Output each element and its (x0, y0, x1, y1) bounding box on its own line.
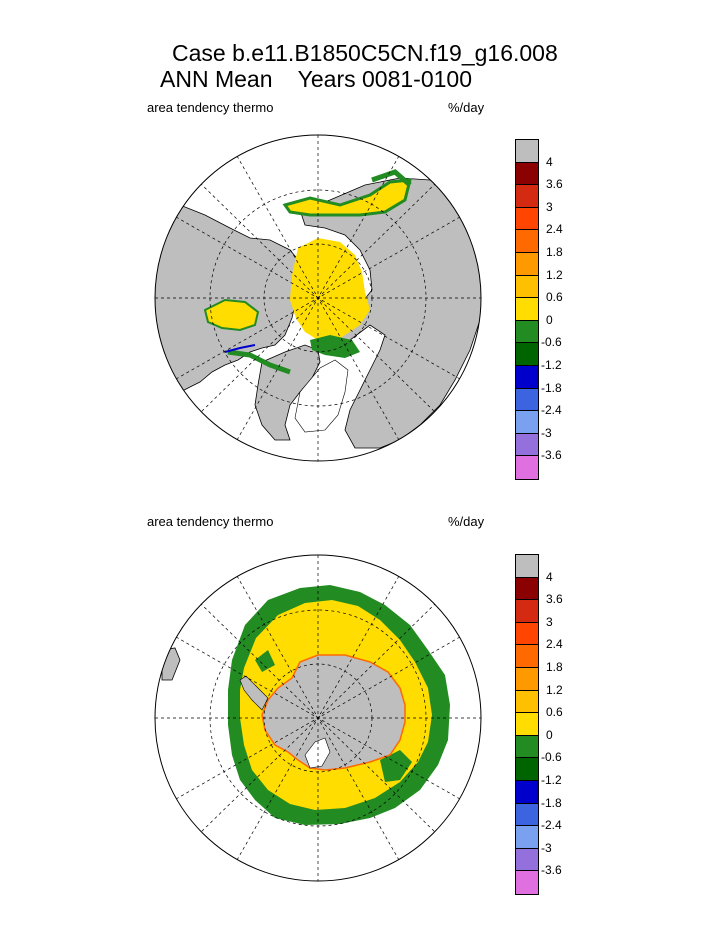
north-colorbar-tick-label: 3 (546, 199, 553, 214)
south-colorbar-tick-label: -1.8 (541, 795, 562, 810)
north-colorbar-cell (516, 275, 538, 299)
south-colorbar-cell (516, 848, 538, 872)
north-map-border (154, 134, 482, 462)
north-colorbar-cell (516, 298, 538, 321)
north-colorbar (515, 139, 539, 480)
north-colorbar-tick-label: 3.6 (546, 177, 563, 192)
siberian-shelf-growth (282, 178, 412, 217)
north-colorbar-tick-label: 1.2 (546, 267, 563, 282)
labrador-blue-edge (224, 344, 256, 353)
south-colorbar-tick-label: -0.6 (541, 750, 562, 765)
north-colorbar-tick-label: -1.2 (541, 358, 562, 372)
south-colorbar-tick-label: 3.6 (546, 592, 563, 607)
south-map-border (154, 554, 482, 882)
south-colorbar (515, 554, 539, 895)
north-colorbar-cell (516, 433, 538, 457)
south-colorbar-cell (516, 622, 538, 646)
south-colorbar-tick-label: 3 (546, 614, 553, 629)
south-colorbar-cell (516, 871, 538, 894)
south-polar-map (154, 554, 482, 882)
ross-ice-shelf (304, 737, 331, 769)
labrador-melt (227, 349, 291, 375)
norwegian-sea (294, 359, 349, 433)
north-colorbar-tick-label: -3.6 (541, 448, 562, 463)
north-colorbar-tick-label: -0.6 (541, 335, 562, 350)
south-colorbar-cell (516, 667, 538, 691)
south-colorbar-cell (516, 555, 538, 578)
antarctic-peninsula (239, 675, 269, 711)
south-graticule (155, 555, 481, 881)
north-colorbar-cell (516, 140, 538, 163)
north-colorbar-cell (516, 252, 538, 276)
ross-sea-melt-patch (380, 750, 412, 782)
bering-melt (371, 169, 412, 187)
north-colorbar-cell (516, 185, 538, 208)
north-colorbar-tick-label: -2.4 (541, 403, 562, 418)
south-colorbar-cell (516, 758, 538, 781)
north-panel-right-label: %/day (448, 100, 485, 115)
south-colorbar-cell (516, 690, 538, 714)
north-graticule (155, 135, 481, 461)
south-colorbar-tick-label: -3 (541, 840, 552, 855)
antarctica-landmass (261, 654, 406, 771)
south-colorbar-tick-label: -1.2 (541, 773, 562, 787)
south-colorbar-cell (516, 645, 538, 668)
north-colorbar-cell (516, 343, 538, 366)
south-colorbar-tick-label: 0.6 (546, 705, 563, 720)
north-colorbar-cell (516, 162, 538, 186)
north-colorbar-tick-label: -3 (541, 425, 552, 440)
north-colorbar-tick-label: 0 (546, 312, 553, 327)
south-colorbar-tick-label: -3.6 (541, 863, 562, 878)
north-colorbar-cell (516, 230, 538, 253)
north-colorbar-tick-label: 0.6 (546, 290, 563, 305)
south-colorbar-cell (516, 735, 538, 759)
hudson-bay-growth (203, 298, 260, 332)
north-colorbar-cell (516, 365, 538, 389)
south-colorbar-tick-label: 2.4 (546, 637, 563, 652)
south-colorbar-cell (516, 780, 538, 804)
north-colorbar-cell (516, 207, 538, 231)
south-colorbar-cell (516, 826, 538, 849)
south-colorbar-tick-label: 0 (546, 727, 553, 742)
south-colorbar-cell (516, 803, 538, 827)
south-colorbar-tick-label: 1.2 (546, 682, 563, 697)
north-colorbar-cell (516, 320, 538, 344)
arctic-ice-growth (290, 238, 370, 345)
south-colorbar-tick-label: -2.4 (541, 818, 562, 833)
figure-title-line1: Case b.e11.B1850C5CN.f19_g16.008 (172, 40, 558, 66)
north-polar-map (154, 134, 482, 462)
north-colorbar-cell (516, 388, 538, 412)
south-colorbar-tick-label: 1.8 (546, 660, 563, 674)
north-colorbar-tick-label: -1.8 (541, 380, 562, 395)
barents-sea-melt (310, 335, 360, 358)
weddell-melt-patch (255, 650, 275, 672)
north-colorbar-cell (516, 456, 538, 479)
north-colorbar-cell (516, 411, 538, 434)
south-colorbar-cell (516, 600, 538, 623)
south-panel-right-label: %/day (448, 514, 485, 529)
south-colorbar-cell (516, 713, 538, 736)
greenland-landmass (254, 344, 321, 441)
figure-title-line2: ANN Mean Years 0081-0100 (160, 66, 472, 92)
north-colorbar-tick-label: 1.8 (546, 245, 563, 259)
north-colorbar-tick-label: 2.4 (546, 222, 563, 237)
south-colorbar-tick-label: 4 (546, 569, 553, 584)
south-panel-left-label: area tendency thermo (147, 514, 274, 529)
north-colorbar-tick-label: 4 (546, 154, 553, 169)
north-panel-left-label: area tendency thermo (147, 100, 274, 115)
south-colorbar-cell (516, 577, 538, 601)
